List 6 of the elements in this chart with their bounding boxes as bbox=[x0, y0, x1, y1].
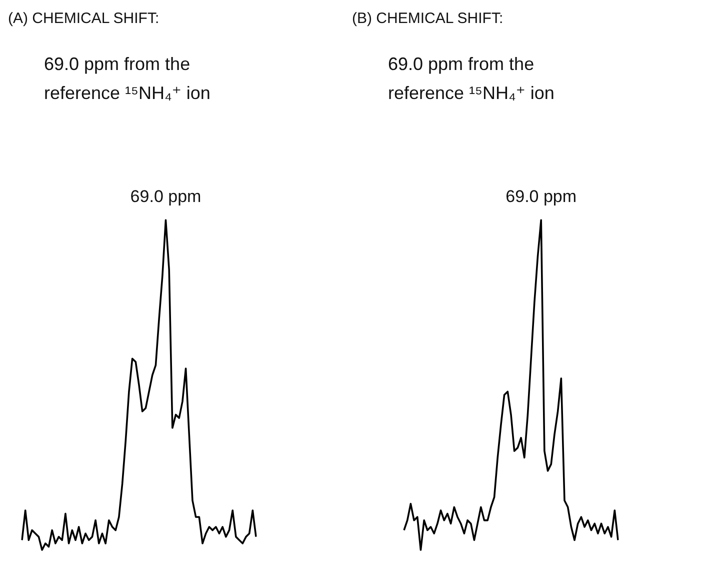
chart-title: (B) CHEMICAL SHIFT: bbox=[352, 10, 504, 27]
chart-title: (A) CHEMICAL SHIFT: bbox=[8, 10, 160, 27]
annotation: 69.0 ppm bbox=[130, 187, 202, 206]
chart-subtitle: 69.0 ppm from the reference ¹⁵NH₄⁺ ion bbox=[44, 53, 212, 105]
chart-subtitle: 69.0 ppm from the reference ¹⁵NH₄⁺ ion bbox=[388, 53, 556, 105]
annotation: 69.0 ppm bbox=[506, 187, 577, 206]
